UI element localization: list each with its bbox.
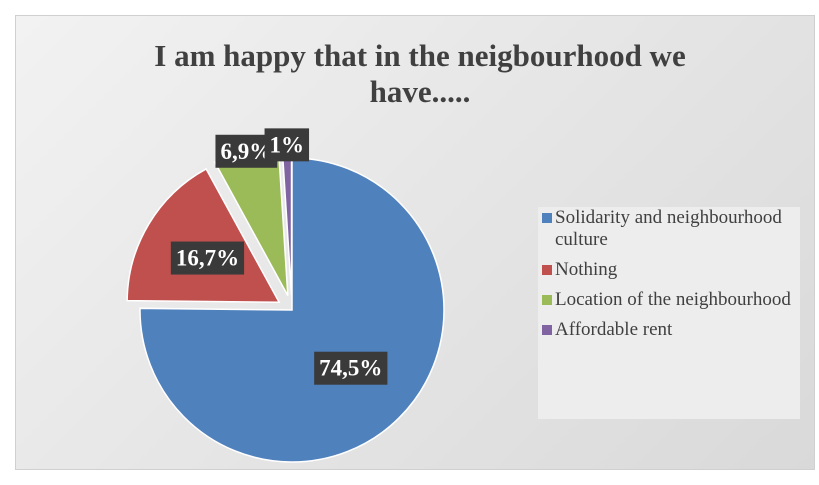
legend-item: Nothing: [538, 259, 795, 281]
chart-title: I am happy that in the neigbourhood we h…: [154, 38, 686, 109]
legend-swatch: [542, 213, 552, 223]
pie-slice: [139, 157, 445, 463]
data-label: 6,9%: [220, 139, 272, 164]
legend: Solidarity and neighbourhood culture Noth…: [538, 207, 800, 419]
legend-label: Affordable rent: [555, 319, 673, 340]
data-label-box: [314, 351, 388, 385]
data-label: 1%: [270, 132, 305, 157]
data-label-box: [170, 241, 245, 275]
legend-label: Nothing: [555, 259, 618, 280]
data-label-box: [264, 128, 310, 162]
legend-swatch: [542, 265, 552, 275]
legend-item: Solidarity and neighbourhood culture: [538, 207, 795, 251]
legend-item: Affordable rent: [538, 319, 795, 341]
legend-item: Location of the neighbourhood: [538, 289, 795, 311]
legend-swatch: [542, 325, 552, 335]
data-label: 74,5%: [319, 356, 382, 381]
data-label: 16,7%: [176, 246, 239, 271]
legend-swatch: [542, 295, 552, 305]
legend-label: Location of the neighbourhood: [555, 289, 791, 310]
legend-label: Solidarity and neighbourhood culture: [555, 207, 782, 250]
